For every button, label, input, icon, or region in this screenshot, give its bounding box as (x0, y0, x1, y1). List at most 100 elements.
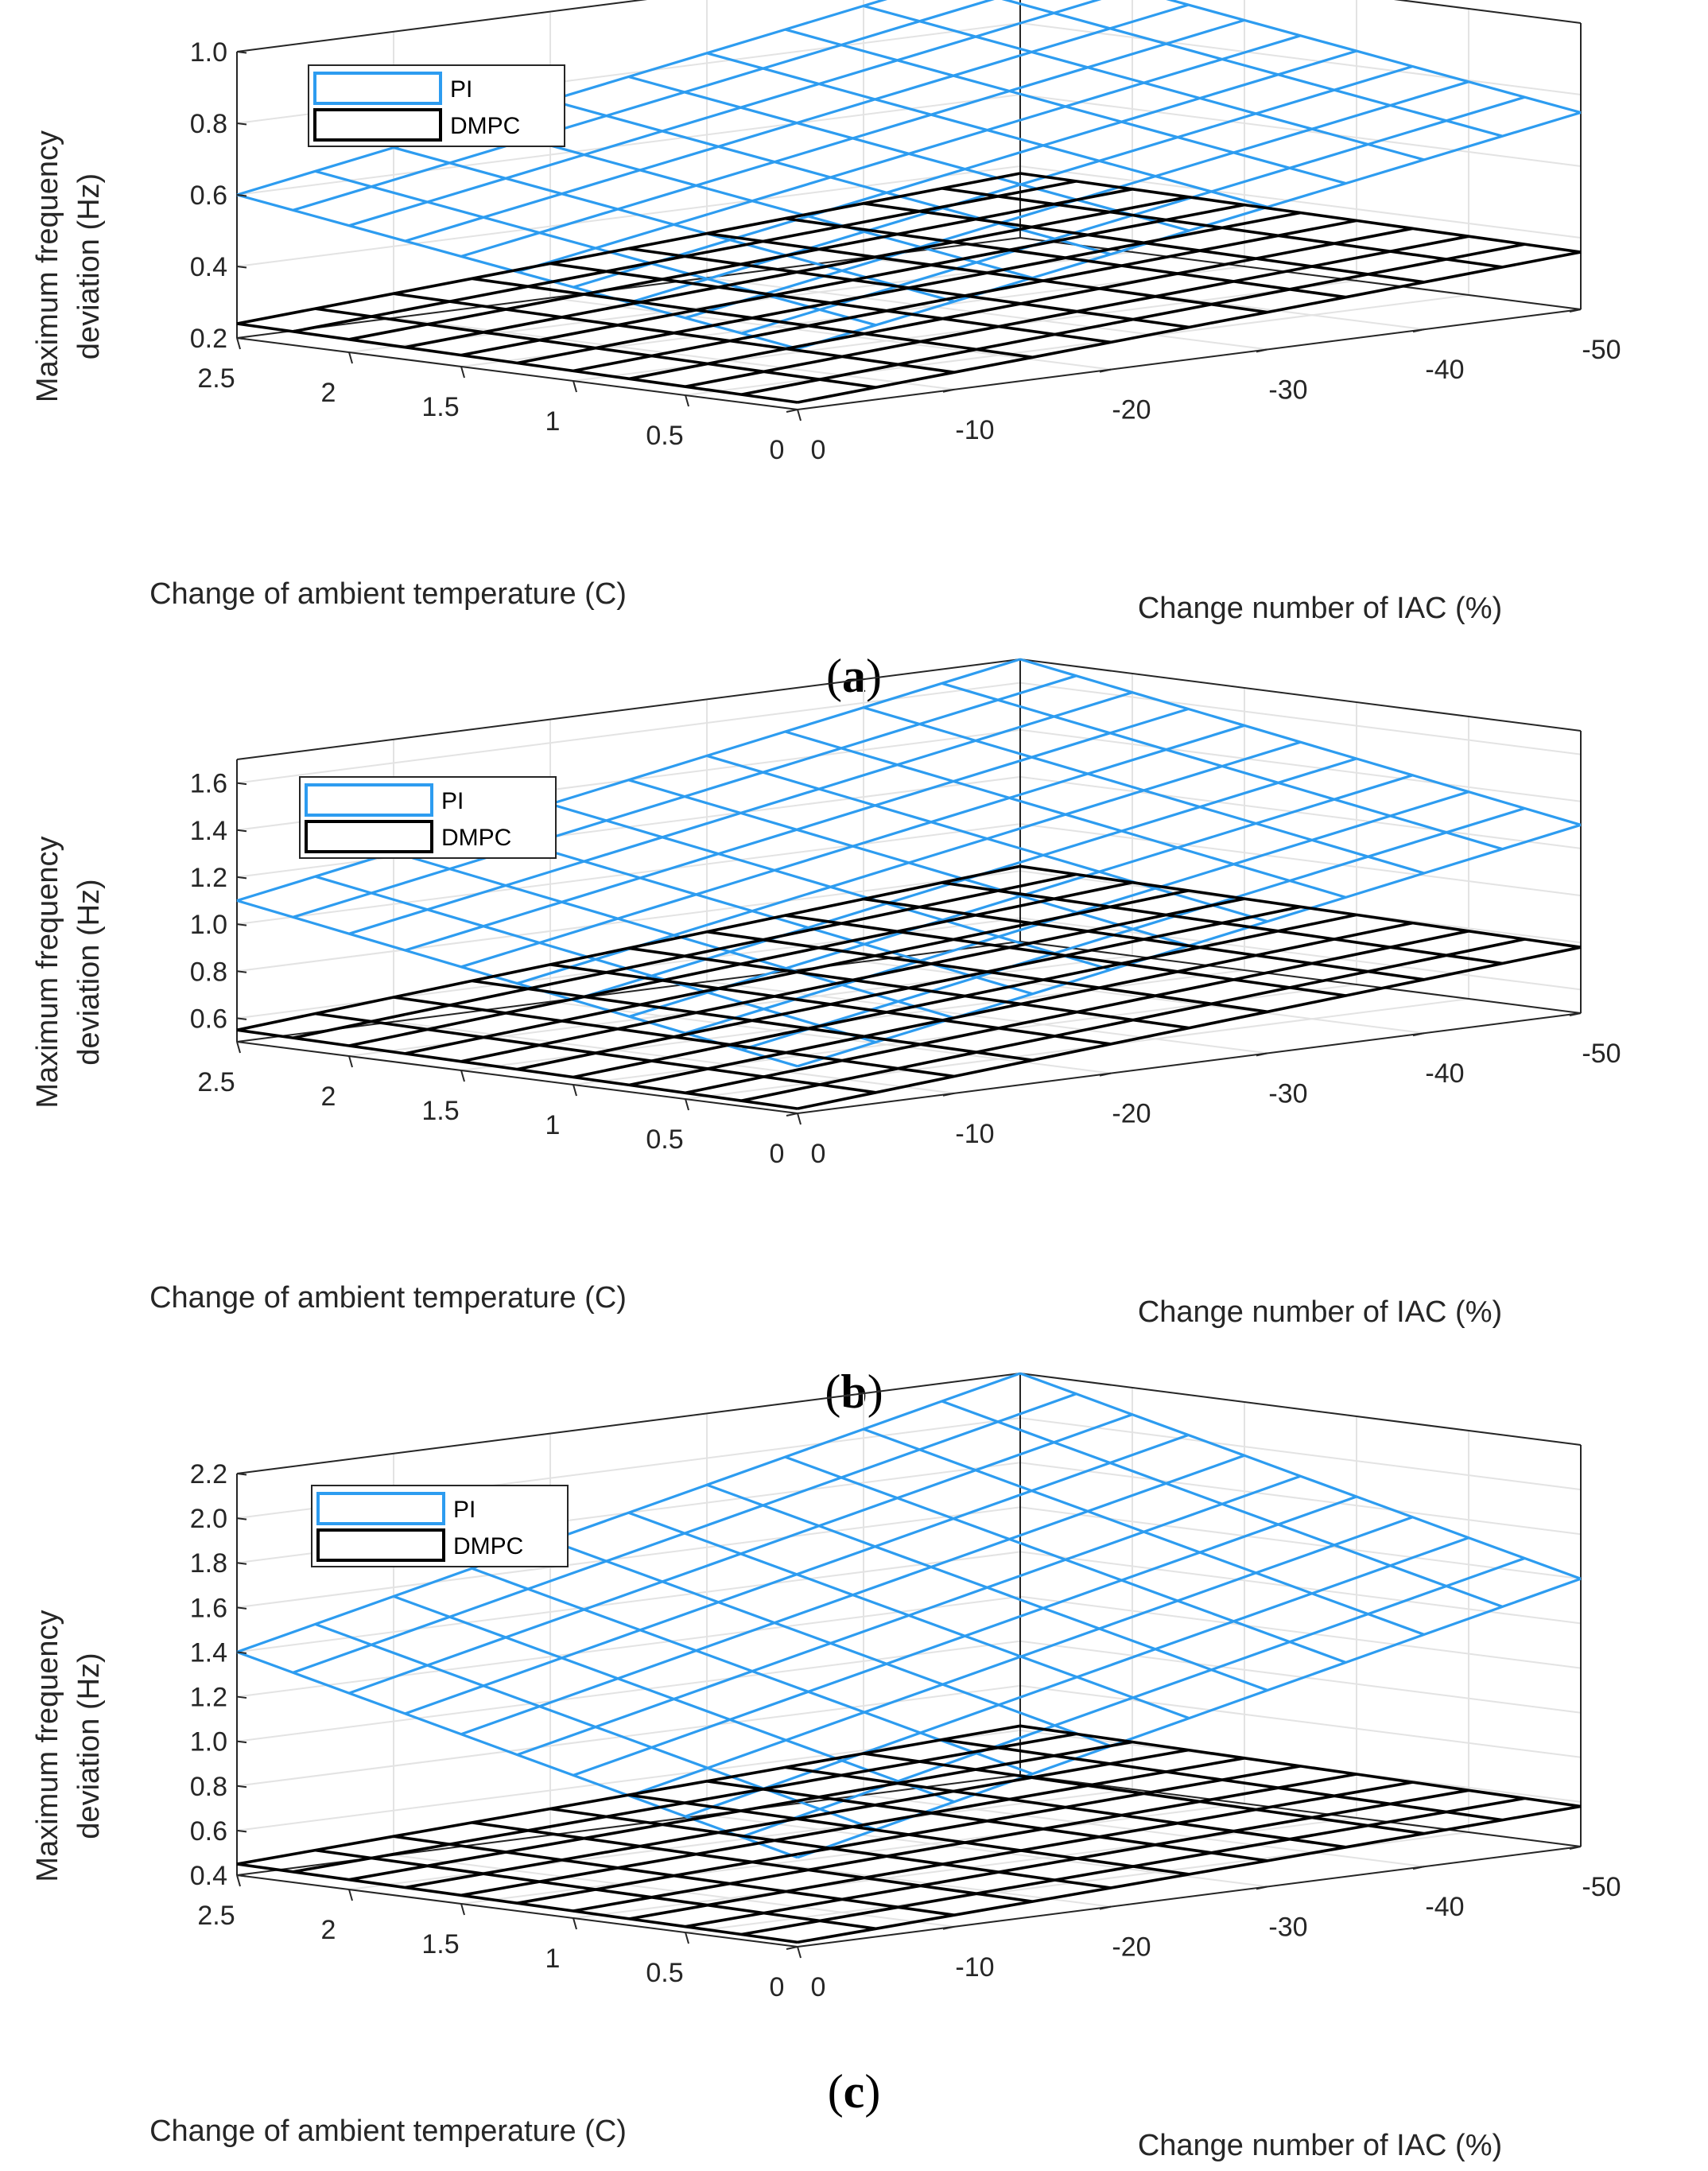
z-tick-label: 0.6 (190, 1816, 227, 1847)
y-tick-mark (685, 394, 689, 407)
x-gridline (706, 1413, 1268, 1888)
x-tick-label: 0 (811, 1139, 826, 1169)
y-tick-mark (573, 1084, 577, 1097)
z-tick-label: 2.2 (190, 1459, 227, 1489)
chart-panel-a: 0.2 0.4 0.6 0.8 1.0 0 0.5 1 1.5 2 2.5 0 -10 -20 -30 -40… (31, 0, 1621, 702)
y-tick-label: 0 (770, 1972, 785, 2002)
mesh-line-dmpc (236, 864, 1021, 1031)
surface-pi (236, 1372, 1582, 1859)
x-tick-label: -30 (1268, 375, 1307, 405)
y-tick-label: 1 (545, 406, 561, 437)
legend-box (311, 1485, 569, 1567)
mesh-line-pi (1001, 0, 1503, 138)
mesh-line-pi (393, 851, 955, 1019)
z-tick-mark (236, 1695, 247, 1699)
mesh-line-pi (315, 169, 876, 327)
mesh-line-dmpc (472, 277, 1033, 359)
mesh-line-dmpc (941, 881, 1503, 965)
y-tick-label: 1.5 (421, 1096, 459, 1126)
y-tick-mark (236, 1874, 241, 1887)
z-tick-mark (236, 782, 247, 786)
y-axis-label: Change of ambient temperature (C) (149, 1281, 627, 1315)
mesh-line-dmpc (315, 1012, 876, 1094)
axis-edge (797, 1846, 1582, 1948)
z-axis-label-line: Maximum frequency (31, 1610, 64, 1882)
subfigure-caption: (a) (826, 650, 882, 702)
mesh-line-dmpc (393, 1835, 955, 1917)
surface-dmpc (236, 1724, 1582, 1944)
axis-edge (1019, 1373, 1582, 1446)
axis-edge (1019, 941, 1582, 1014)
x-gridline (549, 1433, 1112, 1908)
x-tick-label: -20 (1112, 395, 1151, 425)
x-tick-mark (1099, 1072, 1112, 1077)
x-axis: 0 -10 -20 -30 -40 -50 (786, 1012, 1621, 1169)
mesh-line-pi (785, 28, 1346, 185)
z-axis: 0.2 0.4 0.6 0.8 1.0 (190, 37, 247, 354)
y-tick-label: 2.5 (197, 1901, 235, 1931)
z-tick-mark (236, 337, 247, 340)
mesh-line-pi (706, 52, 1268, 208)
x-tick-mark (1099, 1905, 1112, 1910)
axes-box (236, 658, 1582, 1114)
z-tick-mark (236, 1473, 247, 1476)
y-tick-mark (236, 1041, 241, 1054)
mesh-line-dmpc (393, 292, 955, 374)
mesh-line-pi (472, 122, 1033, 279)
x-tick-label: -20 (1112, 1932, 1151, 1963)
z-tick-mark (236, 923, 247, 926)
z-tick-label: 0.4 (190, 1861, 227, 1891)
z-axis-label-line: deviation (Hz) (72, 1653, 106, 1839)
y-tick-label: 1.5 (421, 1929, 459, 1959)
x-axis: 0 -10 -20 -30 -40 -50 (786, 309, 1621, 465)
z-tick-label: 0.4 (190, 252, 227, 282)
z-tick-label: 1.8 (190, 1548, 227, 1579)
axes-box (236, 1373, 1582, 1948)
mesh-line-pi (863, 1427, 1425, 1636)
x-tick-mark (786, 1946, 798, 1950)
z-tick-label: 1.2 (190, 1683, 227, 1713)
mesh-line-pi (236, 899, 798, 1068)
z-axis-label-line: deviation (Hz) (72, 173, 106, 359)
x-tick-mark (1412, 1032, 1425, 1037)
legend-swatch-pi (305, 783, 433, 817)
x-tick-label: -10 (955, 1952, 994, 1983)
mesh-line-dmpc (628, 1793, 1190, 1876)
x-tick-label: -40 (1425, 355, 1464, 385)
z-axis-label-line: Maximum frequency (31, 836, 64, 1108)
mesh-line-dmpc (706, 231, 1268, 314)
y-tick-mark (236, 337, 241, 350)
z-tick-label: 1.6 (190, 769, 227, 799)
legend-label-pi: PI (453, 1497, 476, 1523)
mesh-line-pi (628, 779, 1190, 947)
y-tick-mark (685, 1098, 689, 1111)
mesh-line-pi (1019, 658, 1582, 826)
mesh-line-dmpc (628, 946, 1190, 1030)
mesh-line-pi (627, 1511, 1190, 1720)
legend-swatch-dmpc (316, 1528, 445, 1562)
axis-edge (236, 0, 648, 52)
x-tick-label: -30 (1268, 1912, 1307, 1942)
axis-edge (797, 309, 1582, 410)
mesh-line-dmpc (236, 322, 798, 404)
legend-swatch-pi (316, 1492, 445, 1525)
mesh-line-pi (236, 1650, 798, 1859)
z-tick-mark (236, 1562, 247, 1565)
z-tick-mark (236, 1017, 247, 1020)
y-tick-label: 2 (321, 378, 336, 408)
x-tick-mark (1412, 1866, 1425, 1870)
mesh-line-dmpc (785, 216, 1346, 299)
subfigure-letter: c (844, 2065, 865, 2118)
mesh-line-dmpc (785, 1765, 1346, 1849)
mesh-line-dmpc (941, 187, 1503, 269)
legend-label-pi: PI (441, 788, 464, 814)
chart-panel-c: 0.4 0.6 0.8 1.0 1.2 1.4 1.6 1.8 2.0 2.2 0 0.5 1 1.5 2 2… (31, 1372, 1621, 2162)
mesh-line-pi (549, 99, 1112, 256)
y-tick-label: 0.5 (646, 1958, 683, 1988)
mesh-line-dmpc (785, 914, 1346, 997)
x-tick-mark (1099, 368, 1112, 373)
mesh-line-pi (863, 4, 1425, 161)
legend-box (308, 64, 565, 147)
x-tick-mark (786, 409, 798, 413)
mesh-line-dmpc (706, 1780, 1268, 1862)
